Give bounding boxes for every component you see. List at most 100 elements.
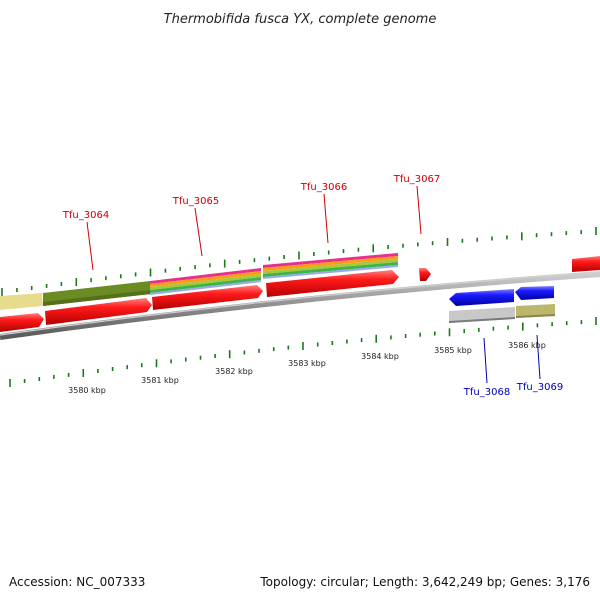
tick-mark xyxy=(580,230,582,235)
tick-mark xyxy=(243,350,246,355)
tick-mark xyxy=(30,286,33,290)
tick-mark xyxy=(97,369,99,373)
tick-mark xyxy=(90,278,92,283)
tick-mark xyxy=(461,238,464,243)
scale-label: 3580 kbp xyxy=(68,386,106,395)
tick-mark xyxy=(194,265,196,270)
gene-label-tfu3067[interactable]: Tfu_3067 xyxy=(393,174,440,185)
reverse-tick-track xyxy=(9,317,597,387)
leader-line xyxy=(86,221,94,271)
forward-gene-track xyxy=(0,256,600,332)
tick-mark xyxy=(565,231,568,236)
tick-mark xyxy=(75,278,78,287)
tick-mark xyxy=(9,379,11,387)
tick-mark xyxy=(38,377,41,381)
map-title: Thermobifida fusca YX, complete genome xyxy=(164,12,437,27)
tick-mark xyxy=(565,321,568,326)
tick-mark xyxy=(417,242,419,247)
gene-label-tfu3065[interactable]: Tfu_3065 xyxy=(172,196,219,207)
tick-mark xyxy=(375,334,377,343)
tick-mark xyxy=(476,237,478,242)
leader-line xyxy=(323,193,329,244)
tick-mark xyxy=(82,369,85,377)
tick-mark xyxy=(313,252,315,256)
scale-label: 3585 kbp xyxy=(434,346,472,355)
tick-mark xyxy=(199,355,202,360)
feature-khaki xyxy=(0,293,43,310)
tick-mark xyxy=(331,341,334,345)
tick-mark xyxy=(302,342,304,350)
tick-mark xyxy=(434,331,436,336)
gene-arrow-tfu3065[interactable] xyxy=(152,285,263,310)
gene-label-tfu3066[interactable]: Tfu_3066 xyxy=(300,182,347,193)
gene-label-tfu3064[interactable]: Tfu_3064 xyxy=(62,210,109,221)
tick-mark xyxy=(551,322,553,327)
leader-line xyxy=(416,185,422,235)
tick-mark xyxy=(507,325,509,330)
tick-mark xyxy=(238,259,241,264)
leader-line xyxy=(194,207,203,257)
tick-mark xyxy=(170,359,172,364)
scale-label: 3586 kbp xyxy=(508,341,546,350)
tick-mark xyxy=(550,232,553,237)
tick-mark xyxy=(214,354,216,358)
tick-mark xyxy=(223,259,226,268)
tick-mark xyxy=(268,256,271,261)
feature-gray-shade xyxy=(449,317,515,323)
accession-label: Accession: NC_007333 xyxy=(9,575,145,589)
tick-mark xyxy=(463,329,465,334)
gene-arrow-prev[interactable] xyxy=(0,313,44,332)
tick-mark xyxy=(45,284,48,288)
tick-mark xyxy=(360,338,363,343)
feature-olive-shade xyxy=(43,290,151,306)
feature-tan-shade xyxy=(516,314,555,318)
tick-mark xyxy=(298,251,300,260)
tick-mark xyxy=(521,232,523,241)
scale-label: 3584 kbp xyxy=(361,352,399,361)
feature-stripes-3066 xyxy=(263,253,398,279)
tick-mark xyxy=(491,236,493,241)
reverse-feature-track xyxy=(449,304,555,323)
tick-mark xyxy=(327,250,330,255)
tick-mark xyxy=(387,245,389,249)
gene-label-tfu3069[interactable]: Tfu_3069 xyxy=(516,382,563,393)
gene-label-tfu3068[interactable]: Tfu_3068 xyxy=(463,387,510,398)
tick-mark xyxy=(492,326,495,331)
tick-mark xyxy=(283,255,285,259)
genome-summary: Topology: circular; Length: 3,642,249 bp… xyxy=(259,575,590,589)
tick-mark xyxy=(258,348,260,353)
tick-mark xyxy=(404,334,407,338)
gene-arrow-tfu3069[interactable] xyxy=(515,286,554,300)
tick-mark xyxy=(126,365,128,370)
tick-mark xyxy=(120,274,122,279)
leader-line xyxy=(483,337,488,384)
scale-labels: 3580 kbp 3581 kbp 3582 kbp 3583 kbp 3584… xyxy=(68,341,546,395)
tick-mark xyxy=(522,322,524,331)
scale-label: 3583 kbp xyxy=(288,359,326,368)
tick-mark xyxy=(372,244,374,253)
tick-mark xyxy=(536,323,539,328)
tick-mark xyxy=(357,247,360,252)
tick-mark xyxy=(228,350,231,359)
tick-mark xyxy=(209,263,211,268)
tick-mark xyxy=(134,272,137,277)
tick-mark xyxy=(346,339,348,344)
tick-mark xyxy=(141,363,143,368)
gene-arrow-tfu3064[interactable] xyxy=(45,298,152,325)
tick-mark xyxy=(16,288,18,292)
gene-arrow-next[interactable] xyxy=(572,256,600,272)
tick-mark xyxy=(316,342,319,347)
tick-mark xyxy=(253,258,256,263)
gene-arrow-tfu3066[interactable] xyxy=(266,270,399,297)
tick-mark xyxy=(23,379,26,383)
tick-mark xyxy=(595,317,597,325)
tick-mark xyxy=(448,328,451,337)
tick-mark xyxy=(446,238,449,246)
gene-arrow-tfu3068[interactable] xyxy=(449,289,514,306)
gene-arrow-tfu3067[interactable] xyxy=(419,268,431,281)
tick-mark xyxy=(595,227,597,235)
tick-mark xyxy=(53,374,55,379)
tick-mark xyxy=(272,347,275,352)
tick-mark xyxy=(155,359,158,368)
